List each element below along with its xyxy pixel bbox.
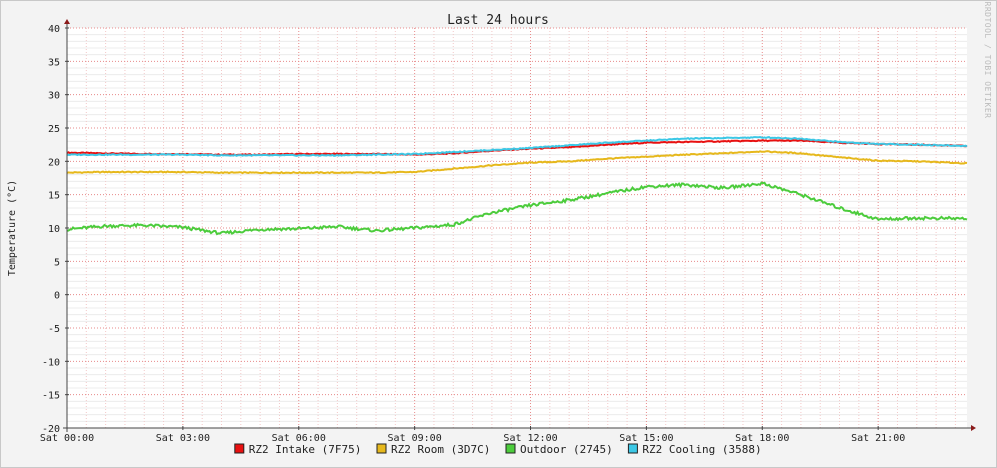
x-tick-label: Sat 09:00: [388, 433, 442, 444]
legend-label: RZ2 Cooling (3588): [642, 443, 761, 456]
y-tick-label: 20: [48, 157, 60, 168]
legend-swatch: [627, 443, 638, 454]
y-tick-label: 5: [54, 257, 60, 268]
series-line: [66, 135, 968, 157]
y-tick-label: -10: [42, 357, 60, 368]
chart-title: Last 24 hours: [447, 13, 549, 28]
legend-swatch: [505, 443, 516, 454]
legend-swatch: [234, 443, 245, 454]
legend: RZ2 Intake (7F75) RZ2 Room (3D7C) Outdoor …: [234, 443, 762, 456]
y-tick-label: -20: [42, 424, 60, 435]
series-line: [66, 181, 968, 236]
x-tick-label: Sat 06:00: [272, 433, 326, 444]
watermark: RRDTOOL / TOBI OETIKER: [983, 2, 992, 119]
legend-item: RZ2 Room (3D7C): [376, 443, 490, 456]
legend-item: RZ2 Intake (7F75): [234, 443, 362, 456]
legend-label: Outdoor (2745): [520, 443, 613, 456]
y-axis-label: Temperature (°C): [7, 180, 18, 276]
y-tick-label: 0: [54, 291, 60, 302]
legend-item: Outdoor (2745): [505, 443, 613, 456]
y-tick-label: 10: [48, 224, 60, 235]
x-tick-label: Sat 21:00: [851, 433, 905, 444]
axes: [63, 19, 976, 432]
series-layer: [66, 135, 968, 236]
y-tick-label: -5: [48, 324, 60, 335]
x-tick-label: Sat 15:00: [619, 433, 673, 444]
y-tick-label: 30: [48, 91, 60, 102]
y-tick-label: 25: [48, 124, 60, 135]
y-tick-label: 35: [48, 57, 60, 68]
y-tick-labels: 40 35 30 25 20 15 10 5 0 -5 -10 -15 -20: [42, 24, 60, 435]
legend-item: RZ2 Cooling (3588): [627, 443, 762, 456]
y-tick-label: 15: [48, 191, 60, 202]
x-tick-labels: Sat 00:00 Sat 03:00 Sat 06:00 Sat 09:00 Sat …: [40, 433, 905, 444]
x-axis-arrow: [971, 425, 976, 431]
legend-swatch: [376, 443, 387, 454]
x-tick-label: Sat 03:00: [156, 433, 210, 444]
y-tick-label: 40: [48, 24, 60, 35]
x-tick-label: Sat 18:00: [735, 433, 789, 444]
grid: [66, 27, 967, 429]
x-tick-label: Sat 00:00: [40, 433, 94, 444]
y-tick-label: -15: [42, 391, 60, 402]
series-line: [66, 150, 968, 175]
legend-label: RZ2 Room (3D7C): [391, 443, 490, 456]
y-axis-arrow: [64, 19, 70, 24]
x-tick-label: Sat 12:00: [503, 433, 557, 444]
legend-label: RZ2 Intake (7F75): [249, 443, 362, 456]
